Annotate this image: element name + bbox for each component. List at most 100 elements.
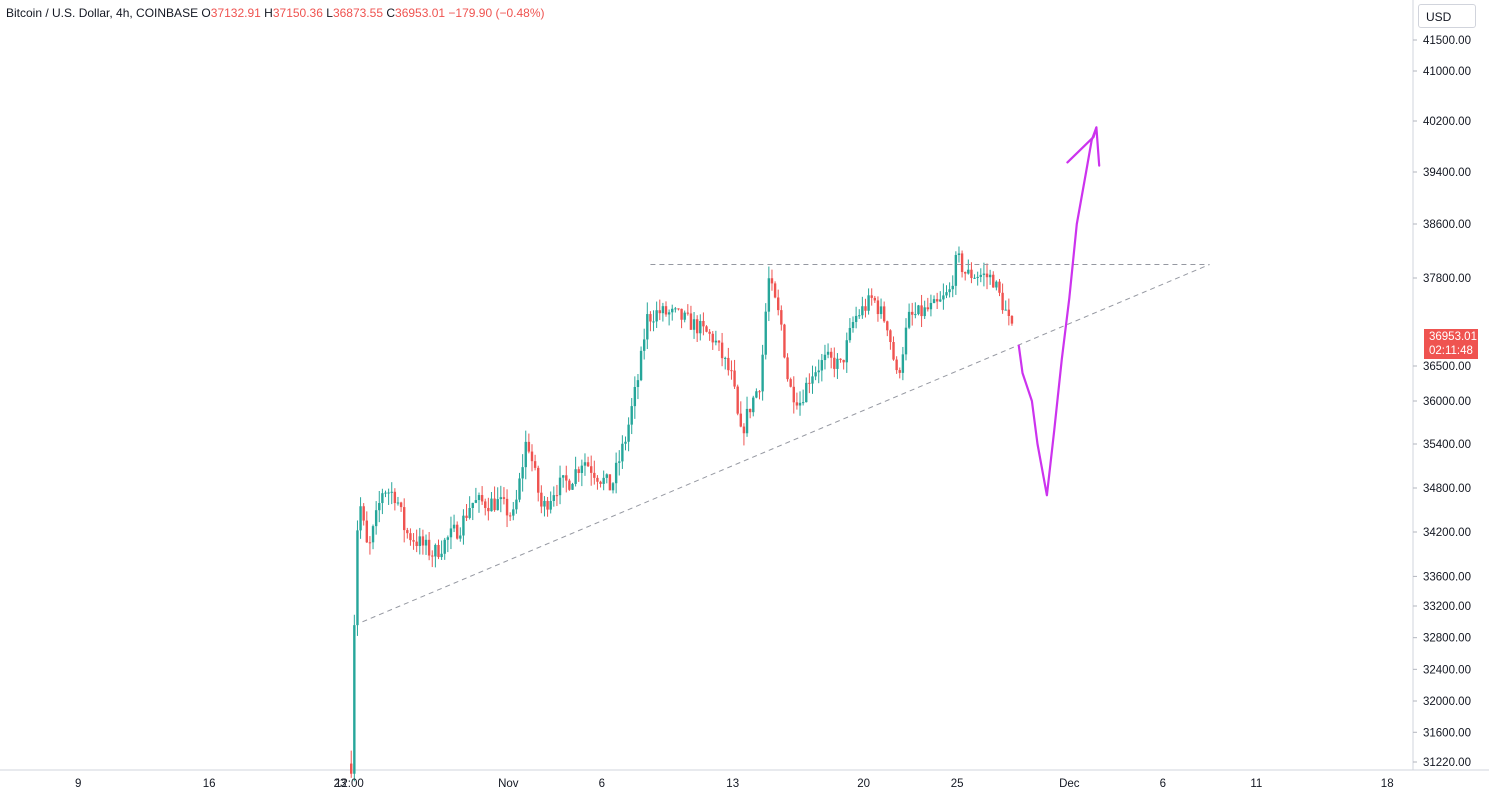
candle [733,359,736,389]
candle-body [677,308,680,310]
candle [817,359,820,384]
support-line [362,264,1210,623]
candle [680,308,683,329]
candle-body [599,481,602,484]
candle [683,310,686,323]
time-tick-label: 6 [1160,778,1166,790]
candle [823,344,827,370]
candle [671,304,674,321]
candle-body [524,441,527,468]
candle-body [795,402,799,406]
candle [636,373,640,400]
candle-body [540,492,543,507]
candle-body [605,474,608,478]
candle-body [892,342,895,360]
candle [748,408,752,419]
currency-selector[interactable]: USD [1418,4,1476,28]
last-price-value: 36953.01 [1429,331,1477,343]
candle-body [484,501,487,508]
candle-body [424,539,428,546]
candle-body [780,310,783,325]
candle-body [608,474,612,491]
candle-body [661,306,665,314]
candle [384,490,387,498]
candle [421,529,425,555]
time-tick-label: 18 [1381,778,1394,790]
candle-body [914,314,917,316]
candle-body [988,274,992,278]
candle [848,318,852,343]
candle-body [412,540,415,542]
candle [499,485,503,513]
trendlines [362,264,1210,623]
candle-body [452,524,456,529]
candle [742,423,746,446]
candle [864,298,867,318]
candle [780,305,783,331]
candle [658,299,661,321]
candle [854,306,858,329]
candle-body [602,477,605,484]
candle [359,497,362,539]
time-tick-label: Dec [1059,778,1080,790]
candle [608,474,612,491]
price-tick-label: 31600.00 [1423,727,1471,739]
candle [695,315,699,342]
candle-body [786,357,789,380]
candle-body [889,330,892,343]
candle-body [745,408,749,434]
candle-body [907,311,911,328]
candle [424,534,428,555]
candle-body [960,253,964,273]
candle-body [898,370,901,373]
last-price-tag: 36953.01 02:11:48 [1424,329,1478,359]
candle-body [727,357,730,371]
candle-body [508,515,512,517]
candle-body [471,502,474,509]
candle-body [724,357,727,359]
candle [929,294,933,317]
candle [730,360,733,380]
candle [505,489,509,528]
candle [873,295,877,303]
price-tick-label: 34200.00 [1423,527,1471,539]
candle-body [882,306,886,322]
candle [998,278,1001,297]
time-tick-label: 12:00 [335,778,364,790]
time-tick-label: 20 [857,778,870,790]
candle-body [761,354,764,392]
candle-body [957,253,961,256]
candle-body [474,500,478,503]
candle [689,305,693,330]
candle [611,482,615,494]
candle-body [992,274,995,288]
candle-body [717,340,721,343]
candle [960,250,964,278]
candle [496,487,499,511]
candle [446,535,450,553]
candle-body [736,386,739,414]
candle [393,488,397,511]
candle [976,271,979,286]
candle [833,347,836,378]
candle [571,482,574,490]
candle [720,332,724,367]
candle [412,533,415,550]
candle-body [561,475,565,478]
candle [574,456,577,487]
candle-body [967,269,970,274]
symbol-label: Bitcoin / U.S. Dollar, 4h, COINBASE [6,6,199,20]
candle-body [829,351,833,358]
candle [686,304,690,316]
price-tick-label: 37800.00 [1423,273,1471,285]
candle-body [434,544,437,557]
candle [365,511,369,544]
candle [431,550,434,568]
candle [951,275,954,298]
candle-body [879,306,883,315]
price-tick-label: 38600.00 [1423,219,1471,231]
candle-body [876,300,880,315]
candle [939,291,942,303]
candle [543,496,546,517]
